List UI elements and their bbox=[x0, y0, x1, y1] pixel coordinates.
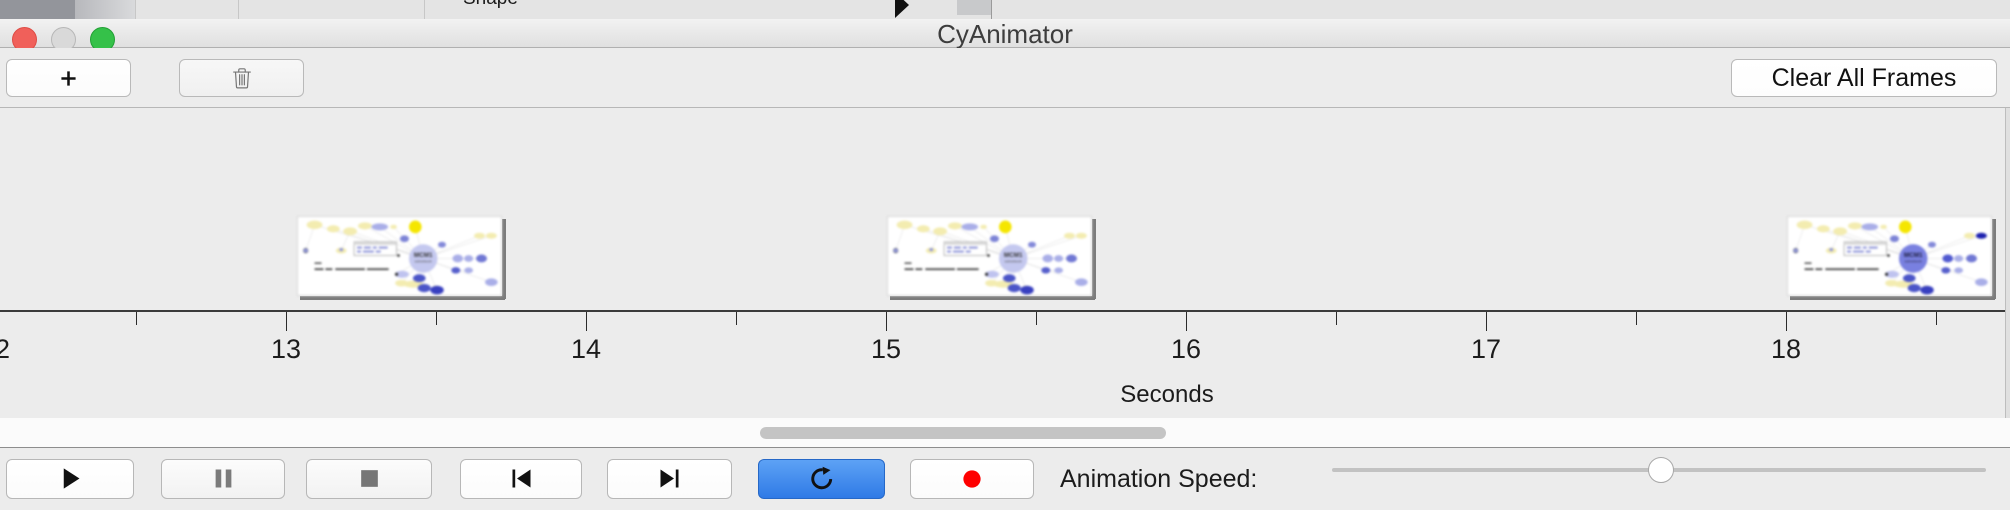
svg-text:subnetwork: subnetwork bbox=[1905, 259, 1922, 263]
svg-text:MCM1: MCM1 bbox=[1904, 252, 1923, 259]
